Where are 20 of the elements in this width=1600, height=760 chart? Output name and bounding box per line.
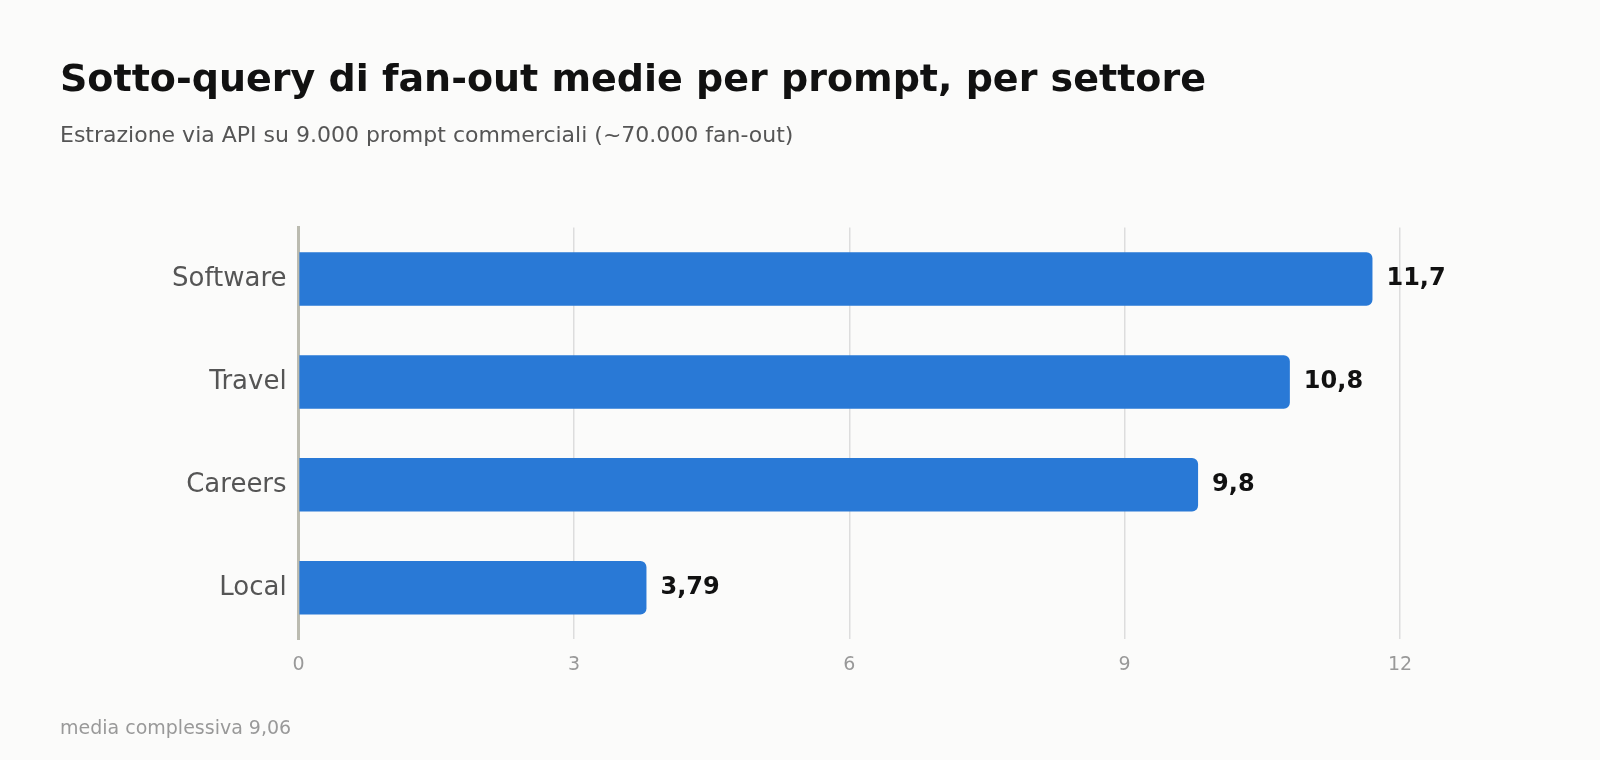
y-tick-label: Software [171, 261, 287, 292]
data-label: 9,8 [1212, 469, 1255, 498]
y-tick-label: Travel [208, 364, 287, 395]
data-label: 11,7 [1386, 263, 1446, 292]
bar [299, 458, 1199, 512]
y-tick-label: Local [219, 570, 287, 601]
text: media complessiva 9,06 [60, 716, 292, 738]
chart-subtitle: Estrazione via API su 9.000 prompt commerciali (~70.000 fan-out) [60, 122, 794, 147]
chart-title: Sotto-query di fan-out medie per prompt, per settore [60, 56, 1206, 100]
data-label: 10,8 [1303, 366, 1364, 395]
x-tick-label: 6 [843, 651, 856, 674]
x-tick-label: 0 [292, 651, 305, 674]
x-tick-label: 9 [1118, 651, 1131, 674]
y-tick-label: Careers [186, 467, 287, 498]
x-tick-label: 12 [1387, 651, 1413, 674]
data-label: 3,79 [660, 571, 720, 600]
x-tick-label: 3 [567, 651, 581, 674]
bar [299, 561, 647, 615]
bar [299, 355, 1290, 409]
bar [299, 252, 1373, 306]
